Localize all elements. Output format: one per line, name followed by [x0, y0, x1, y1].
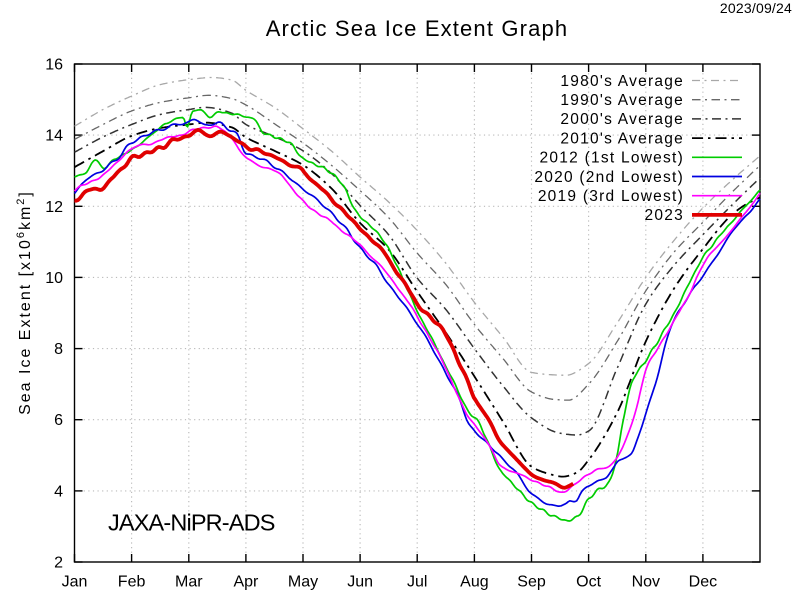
svg-text:Sep: Sep [517, 574, 546, 591]
svg-text:Sea Ice Extent [x106km2]: Sea Ice Extent [x106km2] [15, 190, 34, 415]
svg-text:4: 4 [54, 483, 63, 500]
svg-text:May: May [288, 574, 318, 591]
svg-text:2012 (1st Lowest): 2012 (1st Lowest) [540, 150, 684, 167]
svg-text:1990's Average: 1990's Average [560, 92, 684, 109]
svg-text:14: 14 [45, 128, 63, 145]
svg-text:Jan: Jan [62, 574, 88, 591]
svg-text:2000's Average: 2000's Average [560, 111, 684, 128]
svg-text:2023/09/24: 2023/09/24 [720, 0, 792, 16]
svg-text:2010's Average: 2010's Average [560, 130, 684, 147]
svg-text:8: 8 [54, 341, 63, 358]
svg-text:Oct: Oct [576, 574, 601, 591]
svg-text:Aug: Aug [460, 574, 488, 591]
svg-text:6: 6 [54, 412, 63, 429]
svg-text:JAXA-NiPR-ADS: JAXA-NiPR-ADS [108, 510, 275, 536]
svg-text:Dec: Dec [689, 574, 717, 591]
svg-text:Arctic Sea Ice Extent Graph: Arctic Sea Ice Extent Graph [266, 16, 569, 41]
svg-text:2: 2 [54, 555, 63, 572]
svg-text:2023: 2023 [645, 207, 684, 224]
svg-text:2019 (3rd Lowest): 2019 (3rd Lowest) [538, 188, 684, 205]
svg-text:1980's Average: 1980's Average [560, 73, 684, 90]
svg-text:Jun: Jun [347, 574, 373, 591]
svg-text:Apr: Apr [233, 574, 259, 591]
svg-text:Nov: Nov [632, 574, 660, 591]
svg-text:2020 (2nd Lowest): 2020 (2nd Lowest) [534, 169, 684, 186]
svg-text:Mar: Mar [175, 574, 203, 591]
svg-text:Jul: Jul [407, 574, 427, 591]
svg-text:Feb: Feb [118, 574, 146, 591]
svg-text:12: 12 [45, 199, 63, 216]
svg-text:16: 16 [45, 57, 63, 74]
svg-text:10: 10 [45, 270, 63, 287]
